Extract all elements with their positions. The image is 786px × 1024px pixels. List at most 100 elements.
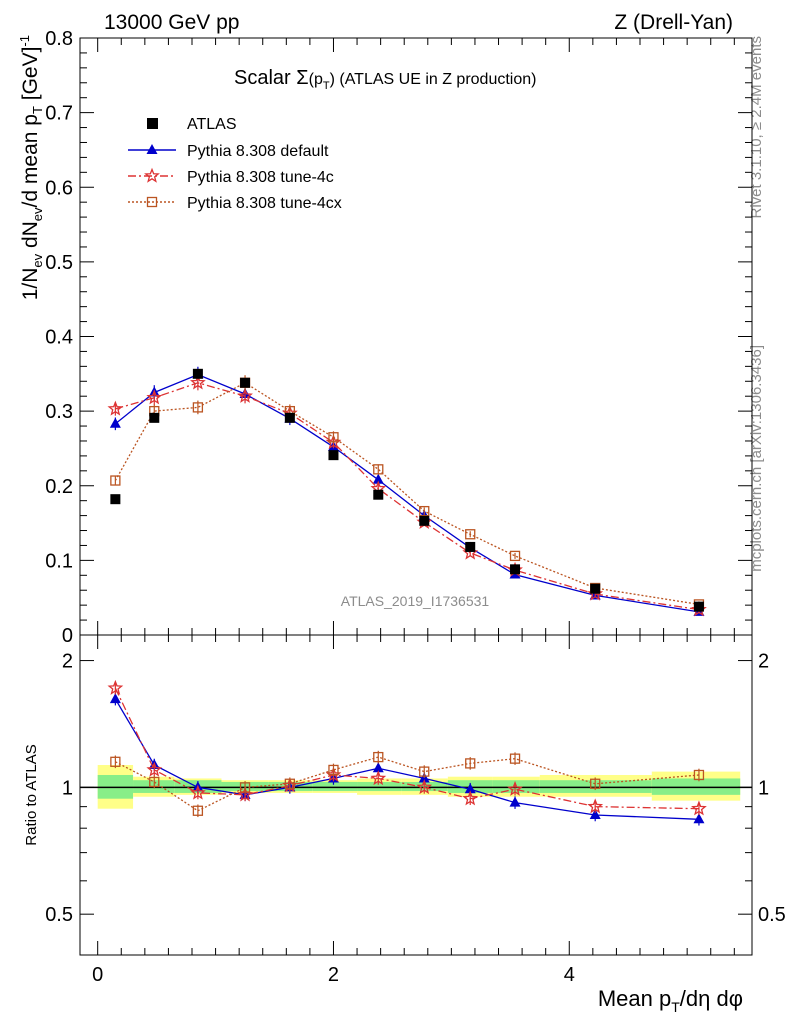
main-title: Scalar Σ(pT) (ATLAS UE in Z production) xyxy=(234,67,536,92)
main-point-tune4cx xyxy=(110,475,121,486)
main-series-default xyxy=(109,366,705,616)
ratio-band-inner xyxy=(651,778,741,795)
main-panel-data xyxy=(107,366,707,617)
ratio-line-default xyxy=(114,698,699,820)
main-point-atlas xyxy=(590,583,601,594)
main-point-default xyxy=(372,473,384,484)
analysis-watermark: ATLAS_2019_I1736531 xyxy=(341,593,490,609)
main-point-atlas xyxy=(373,489,384,500)
main-y-tick-label: 0.8 xyxy=(45,28,73,50)
main-y-tick-label: 0.5 xyxy=(45,252,73,274)
legend-label-default: Pythia 8.308 default xyxy=(187,143,329,160)
main-point-atlas xyxy=(284,412,295,423)
ratio-point-default xyxy=(589,808,601,819)
ratio-point-tune4c xyxy=(462,790,479,806)
ratio-band-inner xyxy=(357,781,402,792)
legend-label-tune4cx: Pythia 8.308 tune-4cx xyxy=(187,195,342,212)
ratio-point-default xyxy=(509,796,521,807)
ratio-point-tune4cx xyxy=(590,778,601,789)
legend-label-atlas: ATLAS xyxy=(187,116,237,133)
axes: 0 0.1 0.2 0.3 0.4 0.5 0.6 0.7 0.8 0 2 4 0.5 0.5 1 1 2 2 xyxy=(45,28,786,986)
ratio-point-tune4cx xyxy=(693,769,705,781)
main-series-tune4cx xyxy=(110,375,705,610)
process-label: Z (Drell-Yan) xyxy=(614,11,733,34)
ratio-point-tune4c xyxy=(237,786,253,802)
ratio-point-tune4cx xyxy=(110,756,121,767)
legend-entry-default: Pythia 8.308 default xyxy=(128,143,329,160)
main-point-atlas xyxy=(465,541,476,552)
ratio-point-tune4cx xyxy=(284,778,296,789)
ratio-series-tune4cx xyxy=(110,750,705,818)
main-point-atlas xyxy=(149,412,160,423)
main-line-tune4c xyxy=(115,382,699,611)
main-y-tick-label: 0.6 xyxy=(45,177,73,199)
ratio-line-tune4c xyxy=(114,687,699,810)
ratio-point-default xyxy=(109,693,121,704)
ratio-uncertainty-bands xyxy=(80,765,752,809)
legend-marker-shape-tune4cx xyxy=(146,196,158,208)
legend: ATLAS Pythia 8.308 default Pythia 8.308 … xyxy=(128,116,342,212)
ratio-point-tune4c xyxy=(507,780,523,796)
ratio-point-default xyxy=(372,762,384,773)
main-series-atlas xyxy=(110,368,704,612)
main-y-axis-label: 1/Nev dNev/d mean pT [GeV]-1 xyxy=(17,35,45,300)
ratio-frame xyxy=(79,634,753,956)
ratio-y-tick-label-right: 0.5 xyxy=(758,904,786,926)
ratio-y-tick-label: 0.5 xyxy=(45,904,73,926)
ratio-point-tune4cx xyxy=(419,766,430,777)
ratio-point-tune4cx xyxy=(373,751,384,763)
legend-marker-shape-default xyxy=(146,144,158,154)
legend-label-tune4c: Pythia 8.308 tune-4c xyxy=(187,169,334,186)
legend-marker-atlas xyxy=(147,118,158,129)
ratio-point-tune4cx xyxy=(465,758,476,769)
main-line-default xyxy=(114,373,700,613)
ratio-y-tick-label: 1 xyxy=(62,777,73,799)
legend-marker-tune4cx xyxy=(146,196,158,208)
main-y-tick-label: 0.2 xyxy=(45,476,73,498)
main-y-tick-label: 0 xyxy=(62,625,73,647)
legend-marker-default xyxy=(146,144,158,154)
energy-label: 13000 GeV pp xyxy=(104,11,239,34)
main-point-tune4cx xyxy=(419,505,430,517)
main-line-tune4cx xyxy=(114,382,700,606)
ratio-point-tune4c xyxy=(370,770,387,786)
main-point-tune4c xyxy=(190,374,206,390)
main-y-tick-label: 0.7 xyxy=(45,103,73,125)
ratio-point-tune4cx xyxy=(509,753,521,764)
ratio-band-inner xyxy=(312,781,358,792)
main-point-tune4cx xyxy=(373,464,384,475)
ratio-point-tune4cx xyxy=(192,805,204,816)
x-tick-label: 4 xyxy=(564,964,575,986)
ratio-point-tune4cx xyxy=(328,764,339,776)
ratio-point-tune4cx xyxy=(239,782,251,793)
main-point-tune4c xyxy=(107,400,124,416)
ratio-y-tick-label: 2 xyxy=(62,651,73,673)
main-y-tick-label: 0.3 xyxy=(45,401,73,423)
main-point-tune4cx xyxy=(465,529,476,540)
ratio-point-tune4cx xyxy=(149,776,160,788)
main-point-atlas xyxy=(510,564,521,575)
mcplots-reference-label: mcplots.cern.ch [arXiv:1306.3436] xyxy=(748,345,765,572)
legend-marker-shape-tune4c xyxy=(144,167,160,183)
ratio-point-tune4c xyxy=(190,784,206,800)
ratio-y-axis-label: Ratio to ATLAS xyxy=(23,744,40,845)
main-point-atlas xyxy=(693,601,704,612)
ratio-y-tick-label-right: 1 xyxy=(758,777,769,799)
main-point-tune4cx xyxy=(192,402,204,413)
main-point-atlas xyxy=(419,515,430,526)
ratio-panel-data xyxy=(107,679,707,826)
main-point-atlas xyxy=(110,494,121,505)
legend-entry-tune4c: Pythia 8.308 tune-4c xyxy=(128,167,334,186)
ratio-point-default xyxy=(693,813,705,824)
main-point-tune4c xyxy=(146,389,163,405)
ratio-point-tune4c xyxy=(416,779,433,795)
main-point-atlas xyxy=(240,377,251,388)
x-axis-label: Mean pT/dη dφ xyxy=(598,986,743,1015)
ratio-y-tick-label-right: 2 xyxy=(758,651,769,673)
main-point-tune4cx xyxy=(509,550,521,562)
legend-entry-atlas: ATLAS xyxy=(147,116,237,133)
ratio-point-default xyxy=(464,783,476,794)
ratio-point-tune4c xyxy=(691,800,707,816)
legend-entry-tune4cx: Pythia 8.308 tune-4cx xyxy=(128,195,342,212)
